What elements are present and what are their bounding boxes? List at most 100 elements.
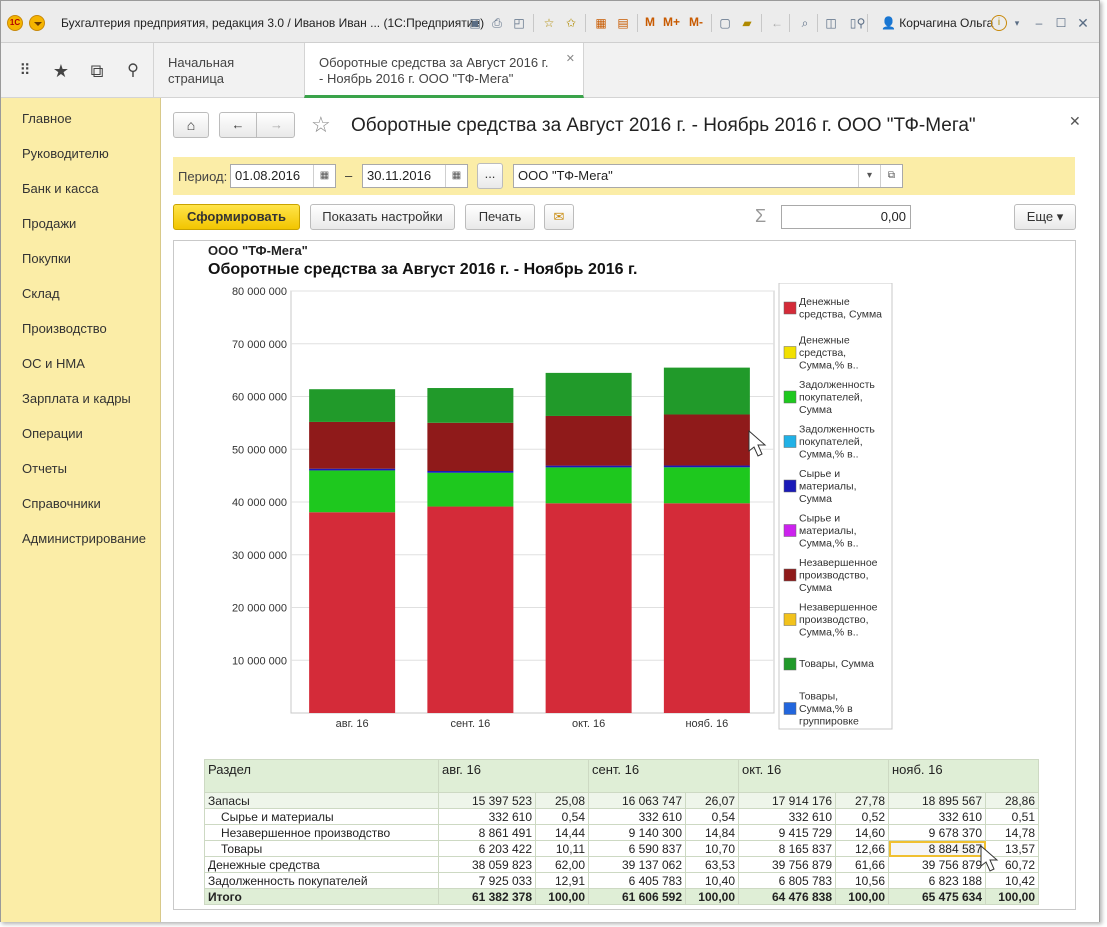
calendar-icon[interactable]: ▤: [617, 16, 629, 30]
cell-percent[interactable]: 27,78: [835, 792, 889, 809]
search-icon[interactable]: ⌕: [801, 16, 809, 30]
favorites-icon[interactable]: ✩: [565, 16, 577, 30]
calendar-icon[interactable]: ▦: [313, 165, 335, 187]
sidebar-item-fixed-assets[interactable]: ОС и НМА: [22, 356, 85, 371]
sidebar-item-salary[interactable]: Зарплата и кадры: [22, 391, 131, 406]
cell-sum[interactable]: 39 756 879: [888, 856, 986, 873]
search-icon[interactable]: ⚲: [127, 62, 139, 79]
sidebar-item-reports[interactable]: Отчеты: [22, 461, 67, 476]
tab-report[interactable]: Оборотные средства за Август 2016 г. - Н…: [304, 43, 584, 98]
table-row-wip[interactable]: Незавершенное производство 8 861 491 14,44…: [204, 824, 1039, 841]
sidebar-item-production[interactable]: Производство: [22, 321, 107, 336]
cell-percent[interactable]: 12,91: [535, 872, 589, 889]
main-menu-icon[interactable]: [29, 15, 45, 31]
cell-sum[interactable]: 38 059 823: [438, 856, 536, 873]
cell-percent[interactable]: 10,40: [685, 872, 739, 889]
email-button[interactable]: ✉: [544, 204, 574, 230]
cell-percent[interactable]: 62,00: [535, 856, 589, 873]
cell-percent[interactable]: 25,08: [535, 792, 589, 809]
memory-minus-button[interactable]: M-: [689, 15, 703, 29]
cell-sum[interactable]: 64 476 838: [738, 888, 836, 905]
about-icon[interactable]: i: [991, 15, 1007, 31]
memory-button[interactable]: M: [645, 15, 655, 29]
table-row-receivables[interactable]: Задолженность покупателей 7 925 033 12,91 6…: [204, 872, 1039, 889]
new-document-icon[interactable]: ▢: [719, 16, 731, 30]
cell-sum[interactable]: 6 805 783: [738, 872, 836, 889]
cell-percent[interactable]: 0,52: [835, 808, 889, 825]
cell-sum[interactable]: 9 415 729: [738, 824, 836, 841]
1c-logo-icon[interactable]: 1С: [7, 15, 23, 31]
sidebar-item-bank[interactable]: Банк и касса: [22, 181, 99, 196]
cell-percent[interactable]: 14,44: [535, 824, 589, 841]
cell-sum[interactable]: 9 140 300: [588, 824, 686, 841]
cell-percent[interactable]: 63,53: [685, 856, 739, 873]
back-icon[interactable]: ←: [771, 16, 783, 30]
cell-sum[interactable]: 332 610: [888, 808, 986, 825]
cell-sum[interactable]: 8 861 491: [438, 824, 536, 841]
cell-percent[interactable]: 0,51: [985, 808, 1039, 825]
table-row-total[interactable]: Итого 61 382 378 100,00 61 606 592 100,00 64 …: [204, 888, 1039, 905]
cell-sum[interactable]: 39 137 062: [588, 856, 686, 873]
cell-percent[interactable]: 10,70: [685, 840, 739, 857]
save-icon[interactable]: ▣: [469, 16, 481, 30]
minimize-icon[interactable]: –: [1035, 16, 1043, 30]
memory-plus-button[interactable]: M+: [663, 15, 681, 29]
sidebar-item-catalogs[interactable]: Справочники: [22, 496, 101, 511]
print-icon[interactable]: ⎙: [492, 16, 502, 30]
cell-percent[interactable]: 60,72: [985, 856, 1039, 873]
calculator-icon[interactable]: ▦: [595, 16, 607, 30]
panels-icon[interactable]: ◫: [825, 16, 837, 30]
close-form-icon[interactable]: ✕: [1069, 113, 1081, 129]
history-icon[interactable]: ⧉: [90, 61, 104, 81]
sidebar-item-operations[interactable]: Операции: [22, 426, 83, 441]
favorite-star-icon[interactable]: ☆: [311, 112, 331, 137]
sidebar-item-manager[interactable]: Руководителю: [22, 146, 109, 161]
date-from-field[interactable]: 01.08.2016 ▦: [230, 164, 336, 188]
cell-sum[interactable]: 16 063 747: [588, 792, 686, 809]
preview-icon[interactable]: ◰: [513, 16, 525, 30]
show-settings-button[interactable]: Показать настройки: [310, 204, 455, 230]
cell-percent[interactable]: 100,00: [835, 888, 889, 905]
cell-sum[interactable]: 15 397 523: [438, 792, 536, 809]
cell-percent[interactable]: 0,54: [535, 808, 589, 825]
cell-sum[interactable]: 332 610: [438, 808, 536, 825]
cell-percent[interactable]: 14,84: [685, 824, 739, 841]
cell-sum[interactable]: 6 823 188: [888, 872, 986, 889]
close-icon[interactable]: ✕: [1077, 15, 1089, 31]
cell-percent[interactable]: 100,00: [685, 888, 739, 905]
cell-percent[interactable]: 0,54: [685, 808, 739, 825]
cell-sum[interactable]: 61 382 378: [438, 888, 536, 905]
open-icon[interactable]: ⧉: [880, 165, 902, 187]
star-icon[interactable]: ★: [52, 61, 70, 81]
tools-icon[interactable]: ⚲: [856, 16, 866, 30]
cell-sum[interactable]: 18 895 567: [888, 792, 986, 809]
all-functions-icon[interactable]: ⠿: [19, 62, 31, 79]
user-name[interactable]: 👤 Корчагина Ольга: [881, 16, 994, 30]
maximize-icon[interactable]: ☐: [1055, 16, 1067, 30]
cell-sum[interactable]: 332 610: [738, 808, 836, 825]
cell-sum[interactable]: 39 756 879: [738, 856, 836, 873]
sidebar-item-warehouse[interactable]: Склад: [22, 286, 60, 301]
cell-percent[interactable]: 13,57: [985, 840, 1039, 857]
cell-percent[interactable]: 12,66: [835, 840, 889, 857]
sidebar-item-sales[interactable]: Продажи: [22, 216, 77, 231]
cell-sum[interactable]: 8 884 587: [888, 840, 986, 857]
cell-sum[interactable]: 8 165 837: [738, 840, 836, 857]
home-button[interactable]: ⌂: [173, 112, 209, 138]
report-area[interactable]: ООО "ТФ-Мега" Оборотные средства за Авгу…: [173, 240, 1076, 910]
forward-button[interactable]: →: [270, 117, 283, 132]
cell-sum[interactable]: 61 606 592: [588, 888, 686, 905]
dropdown-icon[interactable]: ▾: [858, 165, 880, 187]
cell-sum[interactable]: 332 610: [588, 808, 686, 825]
cell-sum[interactable]: 6 405 783: [588, 872, 686, 889]
favorites-add-icon[interactable]: ☆: [543, 16, 555, 30]
calendar-icon[interactable]: ▦: [445, 165, 467, 187]
period-select-button[interactable]: ...: [477, 163, 503, 189]
cell-percent[interactable]: 26,07: [685, 792, 739, 809]
cell-percent[interactable]: 14,60: [835, 824, 889, 841]
close-tab-icon[interactable]: ✕: [565, 53, 575, 65]
tab-home[interactable]: Начальная страница: [154, 43, 304, 98]
cell-sum[interactable]: 9 678 370: [888, 824, 986, 841]
table-row-goods[interactable]: Товары 6 203 422 10,11 6 590 837 10,70 8 165 …: [204, 840, 1039, 857]
cell-sum[interactable]: 7 925 033: [438, 872, 536, 889]
